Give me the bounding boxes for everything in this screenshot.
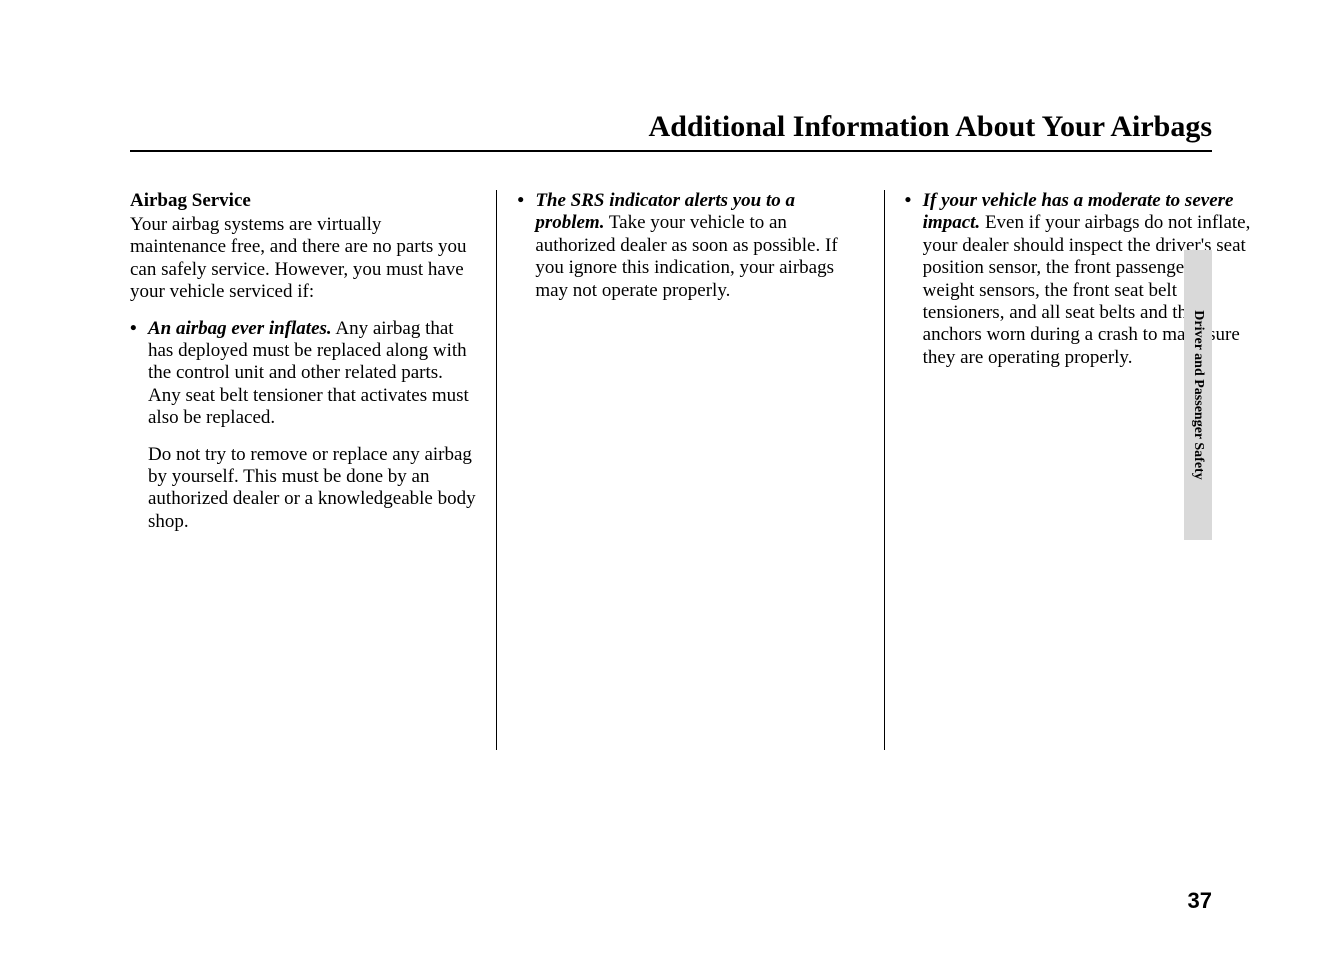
col1-bullet-1: • An airbag ever inflates. Any airbag th… — [130, 318, 477, 430]
page-number: 37 — [1188, 888, 1212, 914]
section-tab-label: Driver and Passenger Safety — [1190, 310, 1206, 479]
col2-bullet-1: • The SRS indicator alerts you to a prob… — [517, 190, 864, 302]
col1-bullet-1-body: An airbag ever inflates. Any airbag that… — [148, 318, 477, 430]
page-root: Additional Information About Your Airbag… — [0, 0, 1332, 954]
col2-bullet-1-body: The SRS indicator alerts you to a proble… — [535, 190, 864, 302]
column-container: Airbag Service Your airbag systems are v… — [130, 190, 1252, 790]
title-block: Additional Information About Your Airbag… — [130, 110, 1212, 152]
bullet-icon: • — [517, 190, 535, 302]
title-rule — [130, 150, 1212, 152]
airbag-service-heading: Airbag Service — [130, 190, 477, 212]
bullet-icon: • — [130, 318, 148, 430]
section-tab: Driver and Passenger Safety — [1184, 250, 1212, 540]
page-title: Additional Information About Your Airbag… — [130, 110, 1212, 144]
col1-bullet-1-lead: An airbag ever inflates. — [148, 318, 332, 339]
col1-bullet-1-para2: Do not try to remove or replace any airb… — [148, 444, 477, 534]
column-1: Airbag Service Your airbag systems are v… — [130, 190, 497, 790]
column-2: • The SRS indicator alerts you to a prob… — [497, 190, 884, 790]
airbag-service-intro: Your airbag systems are virtually mainte… — [130, 214, 477, 304]
bullet-icon: • — [905, 190, 923, 369]
